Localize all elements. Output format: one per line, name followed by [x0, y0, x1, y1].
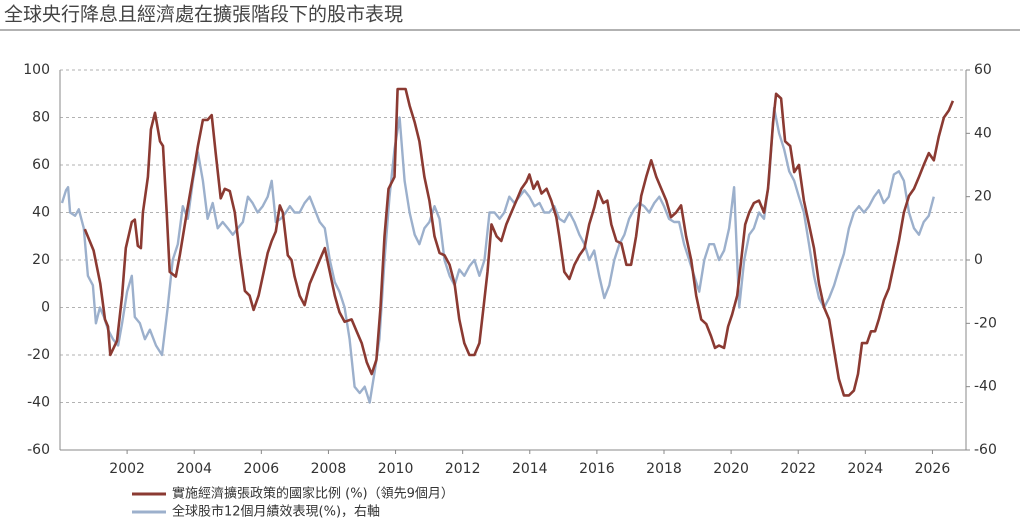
x-tick-label: 2024	[848, 461, 884, 477]
x-tick-label: 2022	[780, 461, 816, 477]
y2-tick-label: 0	[974, 252, 983, 268]
y-tick-label: 20	[32, 252, 50, 268]
y2-tick-label: 20	[974, 189, 992, 205]
x-tick-label: 2010	[378, 461, 414, 477]
x-tick-label: 2008	[311, 461, 347, 477]
legend-label: 實施經濟擴張政策的國家比例 (%)（領先9個月）	[172, 486, 454, 502]
x-tick-label: 2020	[713, 461, 749, 477]
x-tick-label: 2002	[109, 461, 145, 477]
x-tick-label: 2014	[512, 461, 548, 477]
y2-tick-label: -40	[974, 379, 997, 395]
y-tick-label: 0	[41, 300, 50, 316]
y-tick-label: 40	[32, 205, 50, 221]
series-line	[83, 87, 955, 397]
chart-title: 全球央行降息且經濟處在擴張階段下的股市表現	[4, 4, 403, 26]
y2-tick-label: -60	[974, 442, 997, 458]
series-line	[60, 106, 935, 404]
y-tick-label: 60	[32, 157, 50, 173]
y-tick-label: 100	[23, 62, 50, 78]
x-tick-label: 2016	[579, 461, 615, 477]
legend-label: 全球股市12個月績效表現(%)，右軸	[172, 504, 380, 520]
y-tick-label: -20	[27, 347, 50, 363]
y2-tick-label: -20	[974, 315, 997, 331]
x-tick-label: 2026	[915, 461, 951, 477]
y-tick-label: -40	[27, 395, 50, 411]
y2-tick-label: 40	[974, 125, 992, 141]
y-tick-label: 80	[32, 110, 50, 126]
y2-tick-label: 60	[974, 62, 992, 78]
x-tick-label: 2004	[176, 461, 212, 477]
x-tick-label: 2006	[244, 461, 280, 477]
y-tick-label: -60	[27, 442, 50, 458]
x-tick-label: 2012	[445, 461, 481, 477]
x-tick-label: 2018	[646, 461, 682, 477]
